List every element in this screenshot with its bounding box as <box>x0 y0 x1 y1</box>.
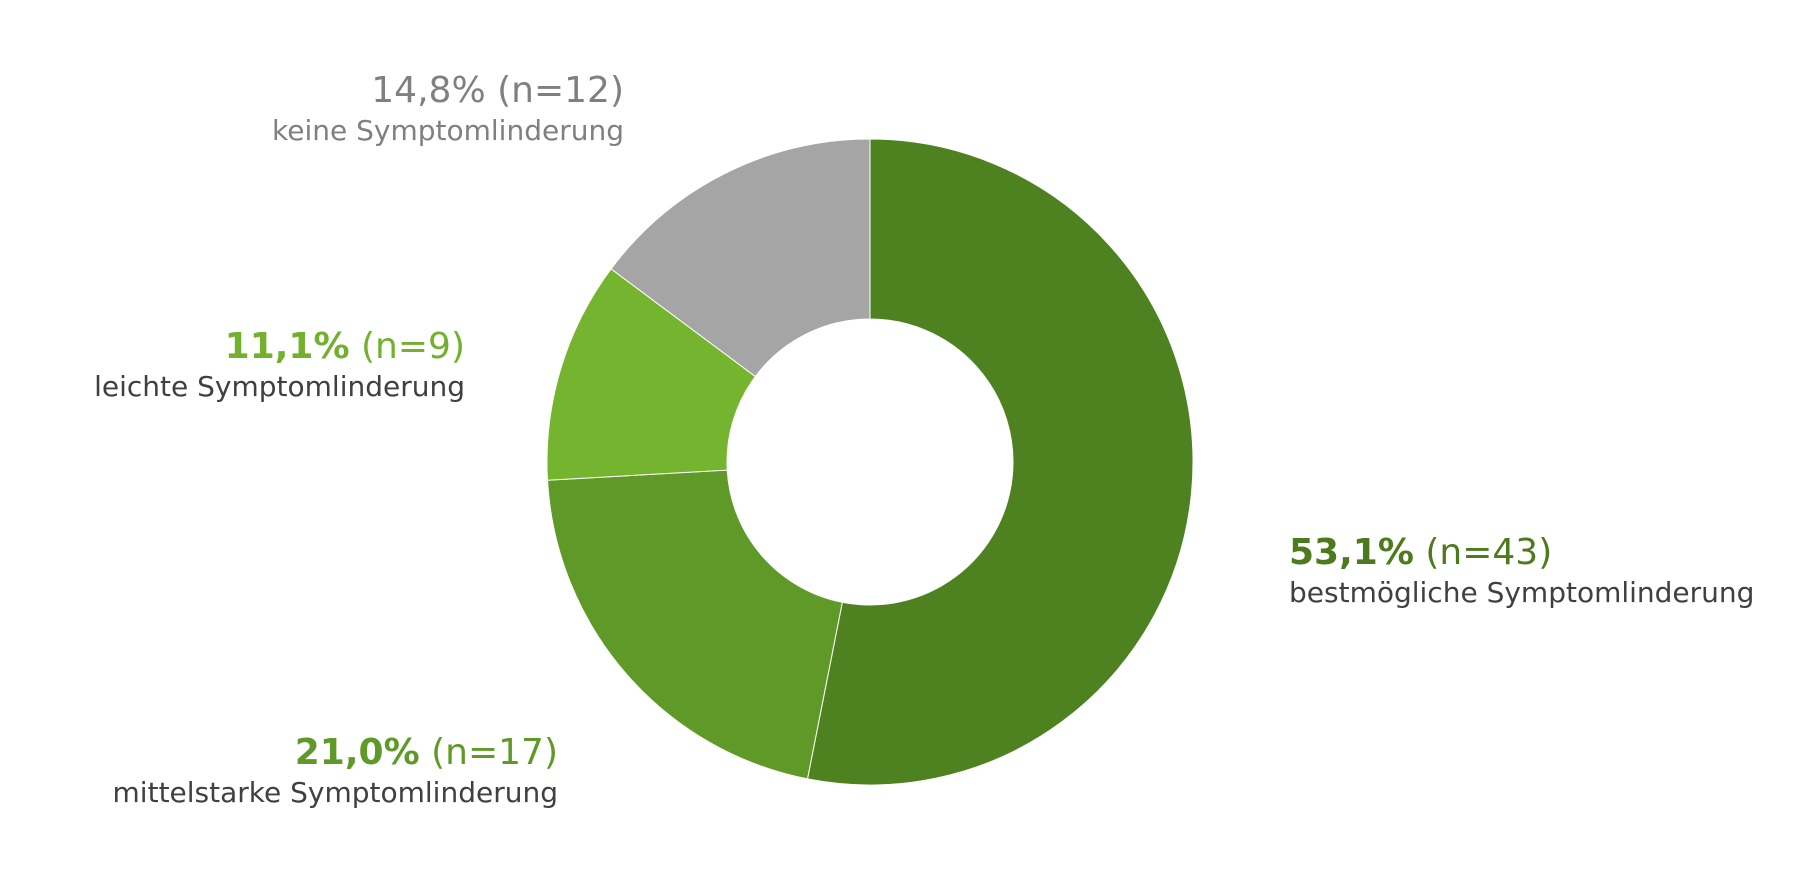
slice-label-bestmoegliche: 53,1% (n=43) bestmögliche Symptomlinderu… <box>1289 530 1754 610</box>
slice-percent-keine: 14,8% <box>371 70 486 111</box>
slice-name-bestmoegliche: bestmögliche Symptomlinderung <box>1289 576 1755 609</box>
donut-slice-leichte <box>546 268 757 481</box>
slice-count-keine: (n=12) <box>497 70 624 111</box>
slice-label-mittelstarke: 21,0% (n=17) mittelstarke Symptomlinderu… <box>113 730 558 810</box>
slice-percent-mittelstarke: 21,0% <box>294 732 420 773</box>
donut-slice-keine <box>610 138 871 378</box>
donut-slice-bestmoegliche <box>806 138 1194 786</box>
donut-slice-mittelstarke <box>546 469 843 780</box>
slice-count-leichte: (n=9) <box>361 326 465 367</box>
slice-percent-leichte: 11,1% <box>224 326 350 367</box>
slice-label-leichte: 11,1% (n=9) leichte Symptomlinderung <box>94 324 465 404</box>
slice-percent-bestmoegliche: 53,1% <box>1289 532 1414 573</box>
donut-slices <box>546 138 1194 786</box>
slice-name-leichte: leichte Symptomlinderung <box>94 370 465 403</box>
slice-count-mittelstarke: (n=17) <box>431 732 558 773</box>
slice-name-keine: keine Symptomlinderung <box>272 114 624 147</box>
slice-count-bestmoegliche: (n=43) <box>1425 532 1553 573</box>
slice-label-keine: 14,8% (n=12) keine Symptomlinderung <box>272 68 624 148</box>
slice-name-mittelstarke: mittelstarke Symptomlinderung <box>112 776 558 809</box>
